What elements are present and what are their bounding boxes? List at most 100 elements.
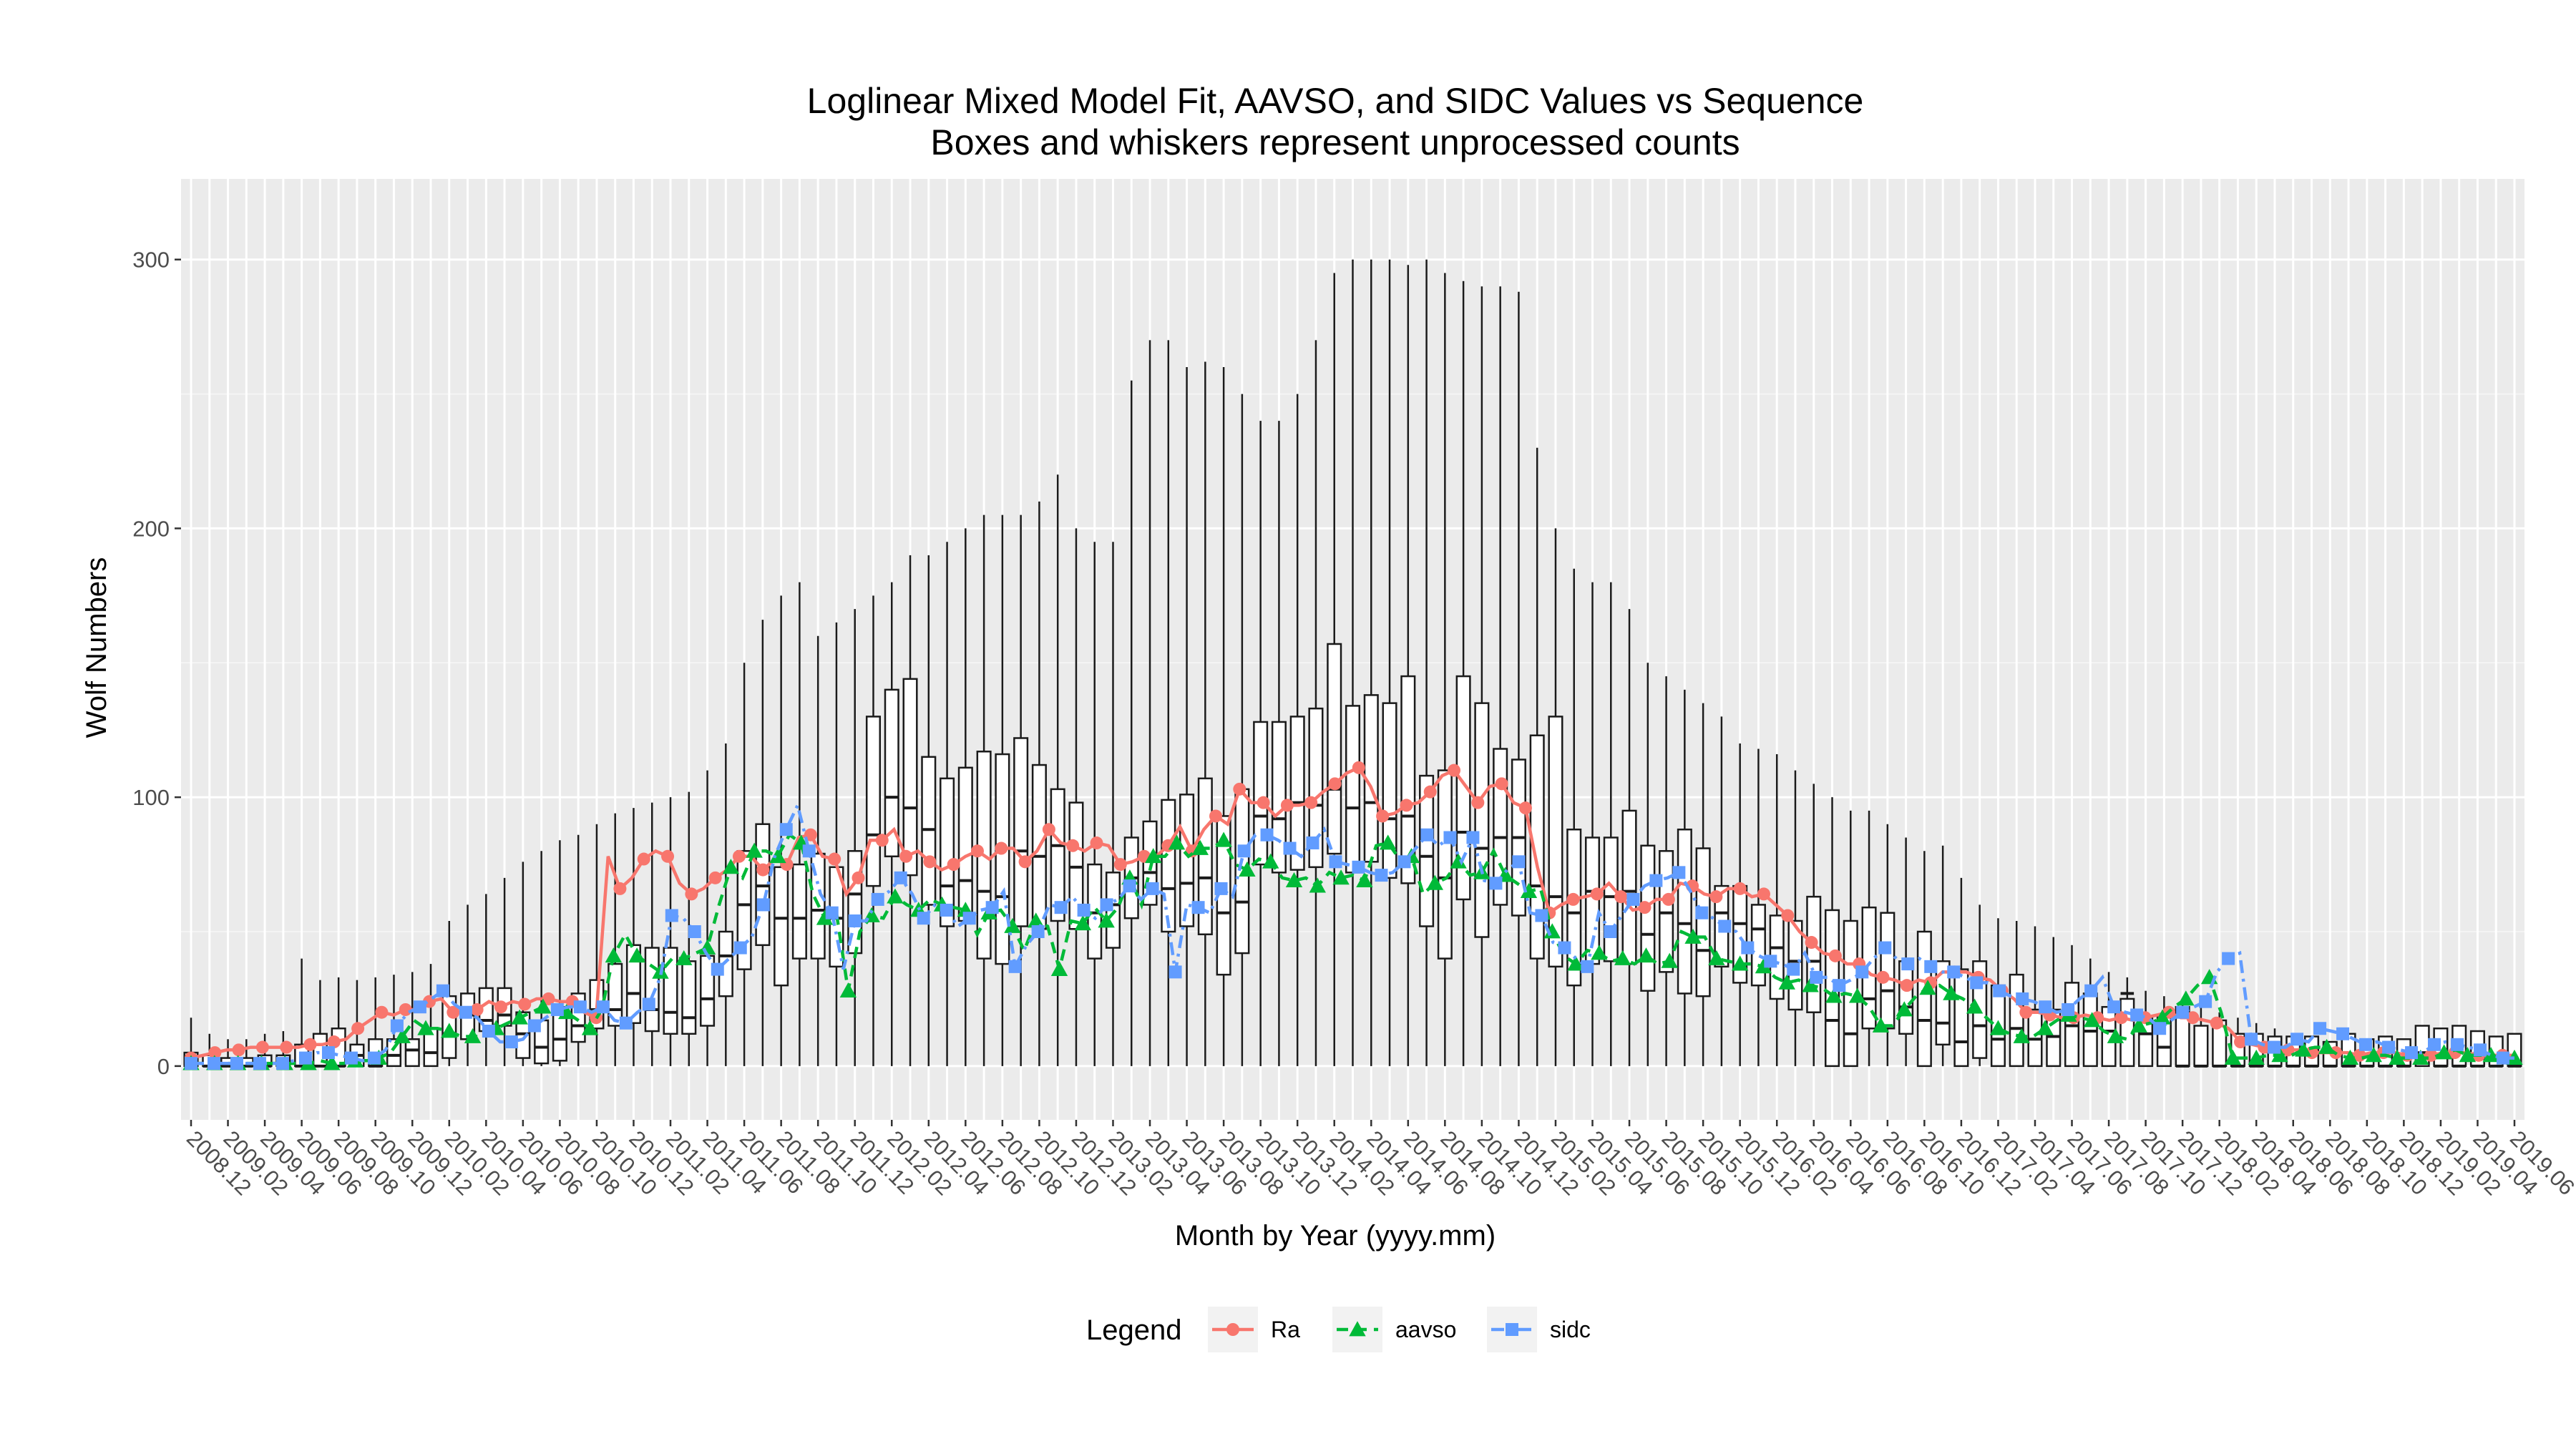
box [1345, 705, 1361, 874]
box [1621, 809, 1637, 965]
series-point-sidc [733, 941, 747, 955]
series-point-sidc [482, 1025, 495, 1038]
series-point-sidc [2268, 1040, 2281, 1054]
series-point-aavso [2389, 1049, 2406, 1065]
series-point-sidc [1741, 941, 1755, 955]
box [1271, 721, 1287, 874]
series-point-aavso [1050, 960, 1068, 976]
box [1640, 844, 1656, 992]
series-point-sidc [940, 903, 953, 917]
series-point-Ra [947, 858, 960, 872]
series-point-Ra [1328, 777, 1342, 791]
box [791, 863, 807, 960]
series-point-sidc [1604, 925, 1617, 938]
series-point-aavso [839, 982, 857, 998]
series-point-aavso [1215, 831, 1232, 847]
plot-area: 01002003002008.122009.022009.042009.0620… [132, 179, 2576, 1200]
box [1953, 968, 1969, 1068]
series-point-sidc [1443, 831, 1457, 844]
series-point-Ra [732, 849, 746, 863]
series-point-Ra [685, 887, 698, 901]
series-line-aavso [191, 832, 2514, 1065]
series-point-aavso [2224, 1049, 2242, 1065]
series-point-Ra [1352, 761, 1365, 774]
series-point-sidc [504, 1035, 518, 1049]
series-point-sidc [2222, 952, 2235, 965]
y-tick-label: 0 [157, 1054, 170, 1079]
series-point-sidc [711, 962, 724, 976]
series-point-sidc [436, 984, 449, 997]
series-point-Ra [1590, 887, 1604, 901]
series-point-Ra [399, 1002, 412, 1016]
series-point-Ra [1066, 839, 1080, 852]
series-point-Ra [1781, 909, 1795, 922]
series-point-aavso [581, 1020, 599, 1035]
y-tick-label: 100 [132, 785, 170, 810]
box [1050, 788, 1065, 922]
box [2009, 973, 2024, 1068]
box [1308, 707, 1324, 869]
series-point-sidc [642, 997, 655, 1011]
legend-title: Legend [1086, 1314, 1181, 1346]
series-point-Ra [1257, 796, 1270, 809]
series-point-sidc [1970, 976, 1984, 990]
box [1548, 716, 1563, 968]
series-point-sidc [1054, 901, 1068, 914]
box [1437, 769, 1453, 960]
series-point-aavso [675, 950, 693, 965]
x-axis-title: Month by Year (yyyy.mm) [1175, 1220, 1496, 1252]
series-point-Ra [494, 1000, 507, 1014]
series-point-Ra [2019, 1005, 2033, 1019]
series-point-sidc [550, 1002, 564, 1016]
series-point-aavso [1379, 834, 1397, 850]
series-point-sidc [2062, 1002, 2075, 1016]
legend-label-sidc: sidc [1550, 1317, 1591, 1342]
series-point-aavso [464, 1028, 482, 1043]
series-point-aavso [1426, 874, 1443, 890]
series-point-sidc [2382, 1040, 2396, 1054]
series-point-aavso [1943, 985, 1960, 1000]
series-point-sidc [2245, 1033, 2258, 1046]
y-axis-title: Wolf Numbers [81, 557, 112, 738]
series-point-Ra [995, 841, 1008, 855]
series-point-Ra [1448, 763, 1461, 777]
series-point-aavso [1896, 1001, 1913, 1017]
box [865, 716, 882, 887]
series-point-Ra [1423, 785, 1437, 799]
series-point-sidc [1535, 909, 1548, 922]
series-point-sidc [1947, 965, 1961, 979]
series-point-aavso [1520, 882, 1538, 899]
series-point-aavso [1309, 877, 1327, 893]
series-point-sidc [1649, 874, 1663, 887]
series-point-aavso [1356, 872, 1373, 887]
series-point-Ra [1090, 836, 1103, 850]
series-point-sidc [321, 1046, 335, 1060]
box [404, 1038, 420, 1068]
series-point-aavso [1825, 987, 1843, 1003]
series-point-sidc [1397, 855, 1411, 869]
series-point-Ra [255, 1040, 269, 1054]
series-point-aavso [1755, 958, 1772, 974]
series-point-Ra [828, 852, 841, 866]
series-point-sidc [1764, 955, 1777, 968]
series-point-sidc [1512, 855, 1526, 869]
box [1327, 643, 1342, 855]
legend-label-aavso: aavso [1395, 1317, 1456, 1342]
series-point-sidc [1993, 984, 2006, 997]
series-point-aavso [535, 998, 552, 1014]
box [940, 777, 955, 927]
box [1898, 960, 1914, 1035]
series-point-sidc [1214, 882, 1228, 895]
series-point-aavso [2013, 1028, 2030, 1043]
box [957, 766, 973, 922]
series-point-aavso [2154, 1009, 2171, 1025]
series-point-Ra [1209, 809, 1223, 823]
series-point-sidc [894, 871, 907, 884]
series-point-aavso [746, 842, 763, 858]
series-point-sidc [688, 925, 701, 938]
series-point-aavso [2248, 1049, 2265, 1065]
series-point-Ra [1757, 887, 1770, 901]
series-point-Ra [470, 1002, 484, 1016]
